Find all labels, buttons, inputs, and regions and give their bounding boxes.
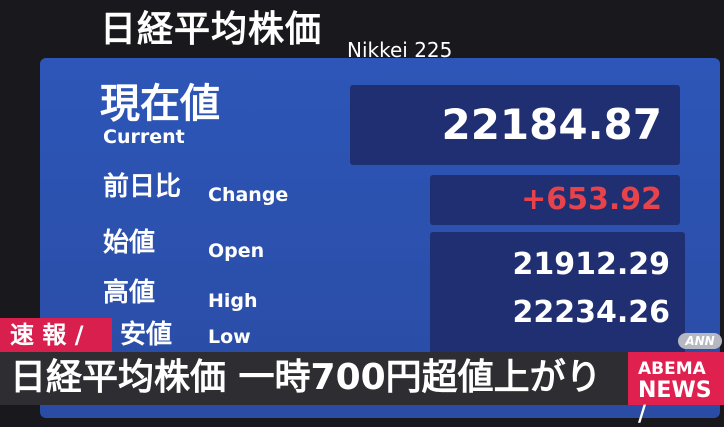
abema-news-logo: ABEMA NEWS / xyxy=(628,352,724,427)
change-label-ja: 前日比 xyxy=(103,172,182,202)
low-label-en: Low xyxy=(208,326,251,348)
logo-line-2: NEWS / xyxy=(638,378,712,427)
headline-text: 日経平均株価 一時700円超値上がり xyxy=(10,357,602,398)
open-label-en: Open xyxy=(208,240,265,262)
open-value: 21912.29 xyxy=(512,247,670,282)
low-label-ja: 安値 xyxy=(120,320,173,350)
high-label-en: High xyxy=(208,290,258,312)
current-label-en: Current xyxy=(103,126,185,148)
high-label-ja: 高値 xyxy=(103,278,156,308)
change-label-en: Change xyxy=(208,184,289,206)
board-subtitle: Nikkei 225 xyxy=(347,38,453,62)
current-value: 22184.87 xyxy=(350,85,680,165)
ann-badge: ANN xyxy=(678,333,722,349)
open-label-ja: 始値 xyxy=(103,228,156,258)
values-panel xyxy=(430,232,685,362)
high-value: 22234.26 xyxy=(512,295,670,330)
breaking-news-label: 速 報 / xyxy=(0,318,112,352)
current-label-ja: 現在値 xyxy=(100,81,220,127)
logo-line-1: ABEMA xyxy=(638,359,706,379)
change-value: +653.92 xyxy=(430,175,680,225)
headline-bar xyxy=(0,352,724,405)
board-title: 日経平均株価 xyxy=(100,9,323,50)
